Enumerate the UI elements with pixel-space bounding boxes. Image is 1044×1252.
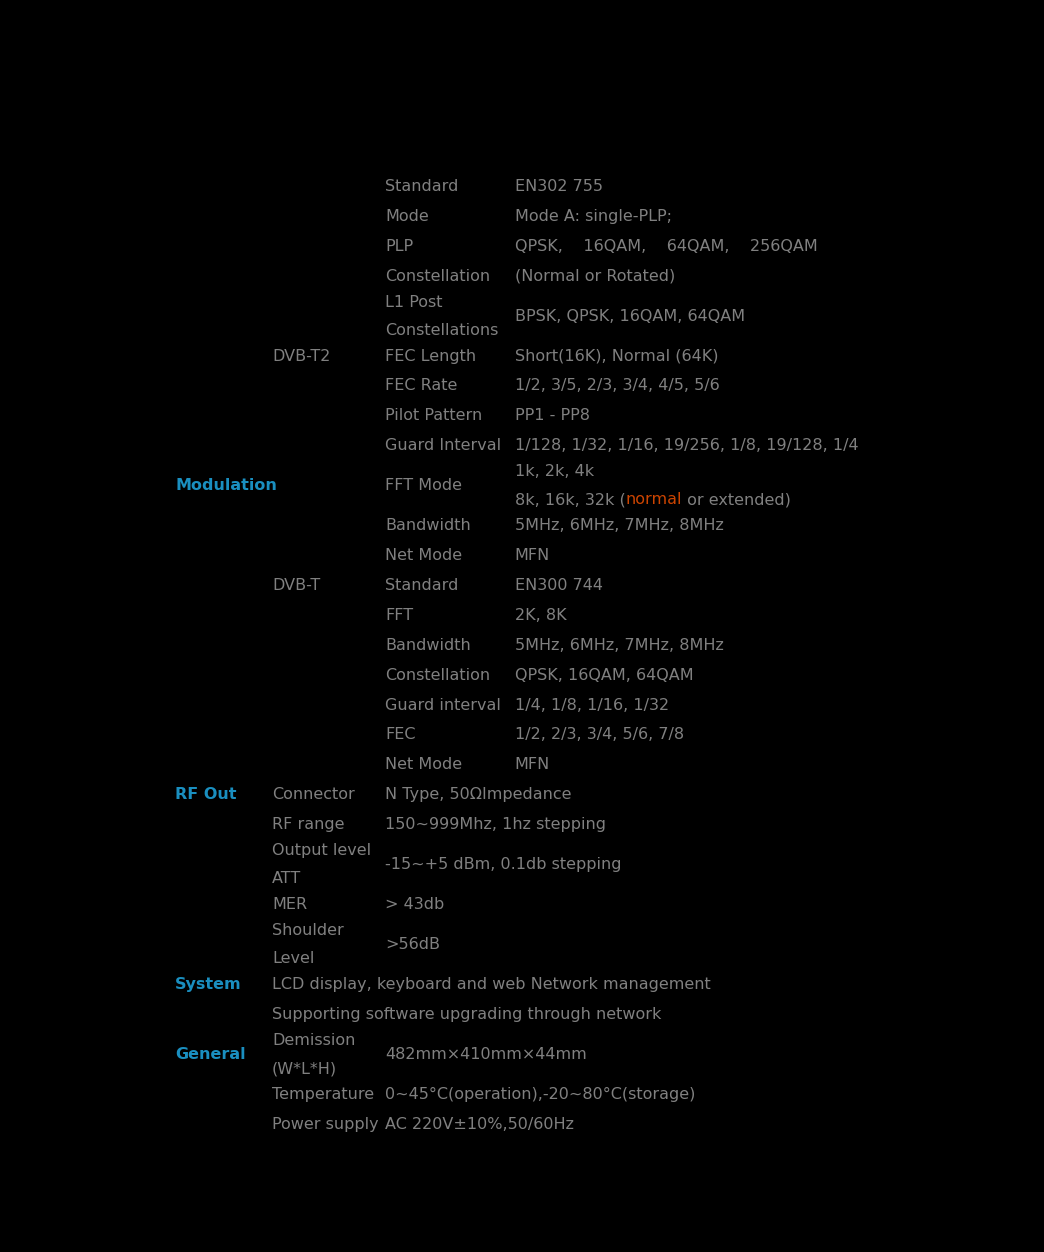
Text: Constellation: Constellation: [385, 268, 491, 283]
Text: (W*L*H): (W*L*H): [272, 1060, 337, 1075]
Text: L1 Post: L1 Post: [385, 294, 443, 309]
Text: Standard: Standard: [385, 179, 458, 194]
Text: Net Mode: Net Mode: [385, 757, 462, 772]
Text: Mode: Mode: [385, 209, 429, 224]
Text: Level: Level: [272, 952, 314, 967]
Text: EN300 744: EN300 744: [515, 578, 602, 593]
Text: PP1 - PP8: PP1 - PP8: [515, 408, 590, 423]
Text: General: General: [175, 1047, 245, 1062]
Text: 5MHz, 6MHz, 7MHz, 8MHz: 5MHz, 6MHz, 7MHz, 8MHz: [515, 518, 723, 533]
Text: MFN: MFN: [515, 548, 550, 563]
Text: Mode A: single-PLP;: Mode A: single-PLP;: [515, 209, 672, 224]
Text: 150~999Mhz, 1hz stepping: 150~999Mhz, 1hz stepping: [385, 818, 607, 833]
Text: >56dB: >56dB: [385, 936, 441, 952]
Text: 5MHz, 6MHz, 7MHz, 8MHz: 5MHz, 6MHz, 7MHz, 8MHz: [515, 637, 723, 652]
Text: Pilot Pattern: Pilot Pattern: [385, 408, 482, 423]
Text: N Type, 50ΩImpedance: N Type, 50ΩImpedance: [385, 788, 572, 803]
Text: FEC: FEC: [385, 727, 416, 742]
Text: FFT: FFT: [385, 608, 413, 623]
Text: Power supply: Power supply: [272, 1117, 379, 1132]
Text: DVB-T2: DVB-T2: [272, 348, 331, 363]
Text: RF Out: RF Out: [175, 788, 237, 803]
Text: Supporting software upgrading through network: Supporting software upgrading through ne…: [272, 1007, 662, 1022]
Text: AC 220V±10%,50/60Hz: AC 220V±10%,50/60Hz: [385, 1117, 574, 1132]
Text: Standard: Standard: [385, 578, 458, 593]
Text: MFN: MFN: [515, 757, 550, 772]
Text: Constellations: Constellations: [385, 323, 499, 338]
Text: 1/2, 2/3, 3/4, 5/6, 7/8: 1/2, 2/3, 3/4, 5/6, 7/8: [515, 727, 684, 742]
Text: Connector: Connector: [272, 788, 355, 803]
Text: ATT: ATT: [272, 871, 302, 886]
Text: 1/4, 1/8, 1/16, 1/32: 1/4, 1/8, 1/16, 1/32: [515, 697, 669, 712]
Text: Shoulder: Shoulder: [272, 923, 343, 938]
Text: normal: normal: [625, 492, 682, 507]
Text: > 43db: > 43db: [385, 898, 445, 913]
Text: Guard interval: Guard interval: [385, 697, 501, 712]
Text: Bandwidth: Bandwidth: [385, 518, 471, 533]
Text: Short(16K), Normal (64K): Short(16K), Normal (64K): [515, 348, 718, 363]
Text: 1k, 2k, 4k: 1k, 2k, 4k: [515, 464, 594, 480]
Text: 1/128, 1/32, 1/16, 19/256, 1/8, 19/128, 1/4: 1/128, 1/32, 1/16, 19/256, 1/8, 19/128, …: [515, 438, 858, 453]
Text: LCD display, keyboard and web Network management: LCD display, keyboard and web Network ma…: [272, 977, 711, 992]
Text: (Normal or Rotated): (Normal or Rotated): [515, 268, 675, 283]
Text: 8k, 16k, 32k (: 8k, 16k, 32k (: [515, 492, 625, 507]
Text: RF range: RF range: [272, 818, 345, 833]
Text: Temperature: Temperature: [272, 1087, 374, 1102]
Text: System: System: [175, 977, 241, 992]
Text: Demission: Demission: [272, 1033, 355, 1048]
Text: Output level: Output level: [272, 843, 372, 858]
Text: FEC Length: FEC Length: [385, 348, 476, 363]
Text: BPSK, QPSK, 16QAM, 64QAM: BPSK, QPSK, 16QAM, 64QAM: [515, 308, 745, 323]
Text: FFT Mode: FFT Mode: [385, 478, 462, 493]
Text: Guard Interval: Guard Interval: [385, 438, 501, 453]
Text: 1/2, 3/5, 2/3, 3/4, 4/5, 5/6: 1/2, 3/5, 2/3, 3/4, 4/5, 5/6: [515, 378, 719, 393]
Text: QPSK, 16QAM, 64QAM: QPSK, 16QAM, 64QAM: [515, 667, 693, 682]
Text: MER: MER: [272, 898, 307, 913]
Text: EN302 755: EN302 755: [515, 179, 602, 194]
Text: Modulation: Modulation: [175, 478, 277, 493]
Text: PLP: PLP: [385, 239, 413, 254]
Text: 2K, 8K: 2K, 8K: [515, 608, 567, 623]
Text: -15~+5 dBm, 0.1db stepping: -15~+5 dBm, 0.1db stepping: [385, 858, 622, 873]
Text: Net Mode: Net Mode: [385, 548, 462, 563]
Text: Constellation: Constellation: [385, 667, 491, 682]
Text: Bandwidth: Bandwidth: [385, 637, 471, 652]
Text: or extended): or extended): [682, 492, 791, 507]
Text: FEC Rate: FEC Rate: [385, 378, 457, 393]
Text: 482mm×410mm×44mm: 482mm×410mm×44mm: [385, 1047, 587, 1062]
Text: 0~45°C(operation),-20~80°C(storage): 0~45°C(operation),-20~80°C(storage): [385, 1087, 695, 1102]
Text: DVB-T: DVB-T: [272, 578, 321, 593]
Text: QPSK,    16QAM,    64QAM,    256QAM: QPSK, 16QAM, 64QAM, 256QAM: [515, 239, 817, 254]
